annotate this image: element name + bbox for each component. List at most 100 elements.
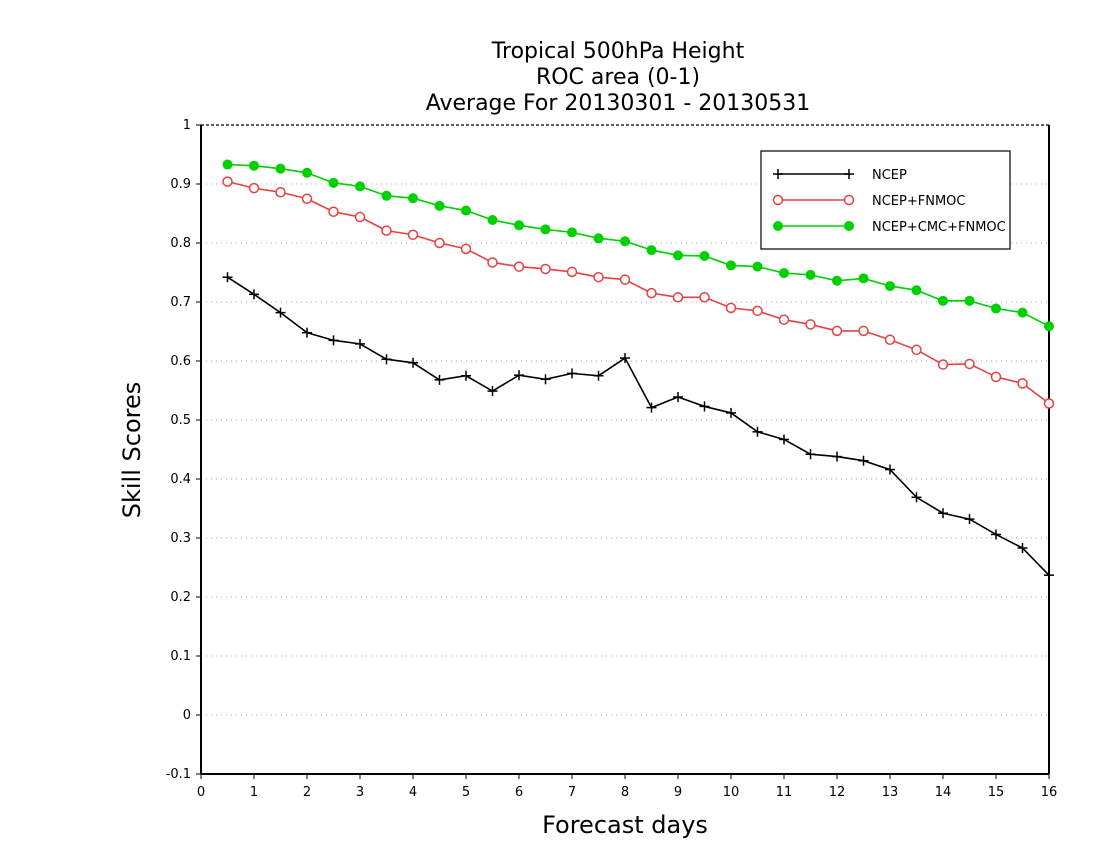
data-point xyxy=(699,250,710,261)
data-point xyxy=(1017,307,1028,318)
data-point xyxy=(937,359,949,370)
y-tick-label: 0.4 xyxy=(170,472,191,487)
legend-label: NCEP xyxy=(872,168,907,183)
data-point xyxy=(567,368,577,379)
data-point xyxy=(991,529,1001,540)
data-point xyxy=(381,190,392,201)
data-point xyxy=(275,187,286,198)
x-tick-label: 12 xyxy=(829,785,846,800)
data-point xyxy=(885,281,895,292)
data-point xyxy=(354,211,366,223)
x-tick-label: 1 xyxy=(250,785,258,800)
x-tick-label: 0 xyxy=(197,785,205,800)
data-point xyxy=(779,434,789,445)
data-point xyxy=(301,193,313,204)
data-point xyxy=(408,357,418,368)
x-tick-label: 10 xyxy=(723,785,740,800)
data-point xyxy=(222,159,233,170)
legend-marker-left xyxy=(773,221,783,231)
data-point xyxy=(408,193,418,204)
data-point xyxy=(1017,378,1028,389)
data-point xyxy=(434,200,445,211)
x-tick-label: 7 xyxy=(568,785,576,800)
data-point xyxy=(884,334,896,346)
data-point xyxy=(249,289,259,300)
data-point xyxy=(699,401,710,412)
series-ncep-fnmoc xyxy=(222,176,1055,409)
data-point xyxy=(778,314,790,325)
title-line-1: Tropical 500hPa Height xyxy=(491,39,745,64)
data-point xyxy=(964,358,975,370)
data-point xyxy=(911,492,922,503)
data-point xyxy=(434,237,445,249)
y-tick-label: -0.1 xyxy=(166,767,191,782)
data-point xyxy=(540,263,551,275)
x-tick-label: 16 xyxy=(1041,785,1058,800)
data-point xyxy=(381,354,392,365)
series-lines xyxy=(222,159,1055,581)
data-point xyxy=(461,205,471,216)
chart-title: Tropical 500hPa Height ROC area (0-1) Av… xyxy=(426,39,811,116)
data-point xyxy=(964,295,975,306)
y-tick-label: 0.3 xyxy=(170,531,191,546)
y-tick-label: 0.8 xyxy=(170,236,191,251)
legend-entry: NCEP+FNMOC xyxy=(772,194,965,209)
data-point xyxy=(752,305,763,317)
data-point xyxy=(646,245,657,256)
data-point xyxy=(1017,543,1028,554)
data-point xyxy=(911,285,922,296)
data-point xyxy=(779,268,789,279)
data-point xyxy=(726,260,736,271)
data-point xyxy=(540,374,551,385)
legend-marker-right xyxy=(844,169,854,179)
data-point xyxy=(725,302,737,314)
data-point xyxy=(302,327,312,338)
data-point xyxy=(593,370,604,381)
y-tick-label: 0.6 xyxy=(170,354,191,369)
data-point xyxy=(832,451,842,462)
data-point xyxy=(990,371,1002,383)
y-tick-label: 0.9 xyxy=(170,177,191,192)
series-ncep-cmc-fnmoc xyxy=(222,159,1054,332)
data-point xyxy=(407,229,419,240)
data-point xyxy=(938,508,948,519)
legend-marker-right xyxy=(844,221,854,231)
x-axis-label: Forecast days xyxy=(542,811,708,839)
data-point xyxy=(567,227,577,238)
data-point xyxy=(805,449,816,460)
data-point xyxy=(302,167,312,178)
data-point xyxy=(487,386,498,397)
data-point xyxy=(726,407,736,418)
data-point xyxy=(1044,570,1054,581)
data-point xyxy=(752,426,763,437)
data-point xyxy=(487,257,498,268)
data-point xyxy=(805,269,816,280)
data-point xyxy=(461,370,471,381)
data-point xyxy=(328,177,339,188)
data-point xyxy=(514,220,524,231)
legend: NCEP NCEP+FNMOC NCEP+CMC+FNMOC xyxy=(760,150,1011,250)
data-point xyxy=(513,261,525,272)
data-point xyxy=(328,206,339,217)
x-tick-label: 3 xyxy=(356,785,364,800)
data-point xyxy=(593,271,604,283)
data-point xyxy=(460,243,472,255)
data-point xyxy=(566,266,578,278)
data-point xyxy=(381,225,392,236)
data-point xyxy=(858,273,869,284)
y-tick-label: 0 xyxy=(183,708,191,723)
data-point xyxy=(355,181,365,192)
x-tick-label: 2 xyxy=(303,785,311,800)
x-tick-label: 15 xyxy=(988,785,1005,800)
x-tick-label: 13 xyxy=(882,785,899,800)
data-point xyxy=(646,287,657,299)
gridlines xyxy=(201,183,1049,716)
data-point xyxy=(222,272,233,283)
data-point xyxy=(540,224,551,235)
data-point xyxy=(328,335,339,346)
legend-label: NCEP+FNMOC xyxy=(872,194,965,209)
data-point xyxy=(514,370,524,381)
data-point xyxy=(646,402,657,413)
y-tick-label: 0.7 xyxy=(170,295,191,310)
